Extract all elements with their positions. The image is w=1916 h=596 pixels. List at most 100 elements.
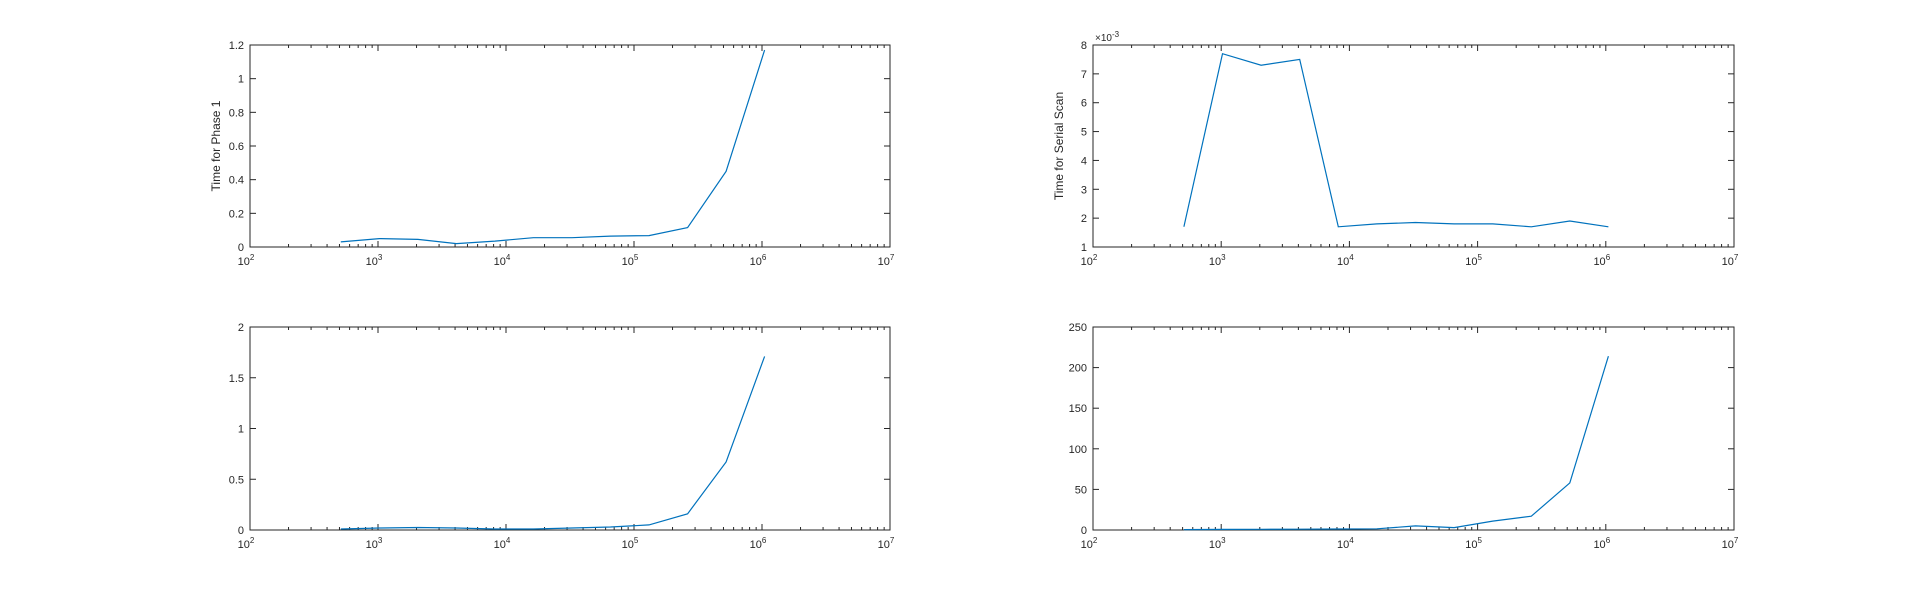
x-tick-exponent: 3 [1221, 536, 1226, 545]
y-tick-label: 0.2 [229, 208, 244, 220]
x-tick-label: 102 [1081, 253, 1098, 268]
x-tick-base: 10 [366, 539, 378, 551]
x-tick-label: 102 [1081, 536, 1098, 551]
axes-box [1092, 44, 1735, 248]
x-tick-label: 102 [238, 536, 255, 551]
x-tick-exponent: 7 [1734, 536, 1739, 545]
y-tick-label: 2 [238, 322, 244, 334]
x-tick-exponent: 4 [506, 536, 511, 545]
x-tick-base: 10 [1593, 539, 1605, 551]
x-tick-base: 10 [1081, 539, 1093, 551]
x-tick-label: 104 [494, 536, 511, 551]
x-tick-base: 10 [1209, 539, 1221, 551]
x-tick-base: 10 [494, 256, 506, 268]
x-tick-base: 10 [622, 539, 634, 551]
x-tick-base: 10 [878, 256, 890, 268]
y-tick-label: 0 [1081, 525, 1087, 537]
x-tick-label: 104 [494, 253, 511, 268]
x-tick-exponent: 5 [1477, 536, 1482, 545]
y-tick-label: 0.8 [229, 107, 244, 119]
x-tick-base: 10 [1337, 539, 1349, 551]
x-tick-exponent: 5 [634, 536, 639, 545]
x-tick-label: 104 [1337, 536, 1354, 551]
y-tick-label: 0 [238, 242, 244, 254]
x-tick-base: 10 [622, 256, 634, 268]
y-tick-label: 150 [1069, 403, 1087, 415]
x-tick-exponent: 7 [1734, 253, 1739, 262]
x-tick-base: 10 [1081, 256, 1093, 268]
y-tick-label: 0.5 [229, 474, 244, 486]
x-tick-label: 103 [366, 253, 383, 268]
x-tick-label: 105 [622, 536, 639, 551]
axes-box [1092, 326, 1735, 531]
y-tick-label: 0 [238, 525, 244, 537]
y-axis-label: Time for Serial Scan [1052, 92, 1066, 200]
x-tick-base: 10 [366, 256, 378, 268]
x-tick-base: 10 [1593, 256, 1605, 268]
x-tick-exponent: 2 [250, 253, 255, 262]
y-tick-label: 4 [1081, 155, 1087, 167]
x-tick-label: 107 [1722, 536, 1739, 551]
series-line [340, 356, 766, 530]
x-tick-exponent: 2 [1093, 536, 1098, 545]
x-tick-label: 105 [622, 253, 639, 268]
y-tick-label: 3 [1081, 184, 1087, 196]
x-tick-exponent: 3 [1221, 253, 1226, 262]
series-line [1183, 52, 1609, 228]
series-line [340, 49, 766, 245]
x-tick-exponent: 3 [378, 536, 383, 545]
y-tick-label: 1.2 [229, 40, 244, 52]
x-tick-base: 10 [238, 539, 250, 551]
y-tick-label: 1.5 [229, 373, 244, 385]
x-tick-exponent: 7 [890, 536, 895, 545]
axes-top-left: 102 103 104 105 106 10700.20.40.60.811.2Time … [209, 40, 895, 268]
x-tick-label: 103 [1209, 536, 1226, 551]
y-tick-label: 250 [1069, 322, 1087, 334]
x-tick-label: 105 [1465, 536, 1482, 551]
y-axis-label: Time for Phase 1 [209, 100, 223, 191]
y-tick-label: 50 [1075, 484, 1087, 496]
x-tick-exponent: 7 [890, 253, 895, 262]
x-tick-base: 10 [1722, 256, 1734, 268]
y-tick-label: 100 [1069, 444, 1087, 456]
x-tick-label: 107 [878, 536, 895, 551]
x-tick-exponent: 2 [250, 536, 255, 545]
x-tick-exponent: 6 [762, 253, 767, 262]
x-tick-label: 106 [1593, 536, 1610, 551]
x-tick-label: 107 [1722, 253, 1739, 268]
x-tick-label: 105 [1465, 253, 1482, 268]
x-tick-base: 10 [1337, 256, 1349, 268]
x-tick-label: 103 [366, 536, 383, 551]
x-tick-base: 10 [1722, 539, 1734, 551]
x-tick-label: 106 [750, 536, 767, 551]
y-axis-multiplier: ×10-3 [1095, 30, 1120, 44]
y-tick-label: 1 [1081, 242, 1087, 254]
x-tick-base: 10 [1209, 256, 1221, 268]
x-tick-exponent: 5 [1477, 253, 1482, 262]
x-tick-exponent: 6 [1606, 536, 1611, 545]
y-tick-label: 7 [1081, 69, 1087, 81]
x-tick-exponent: 6 [762, 536, 767, 545]
series-line [1183, 356, 1609, 531]
y-tick-label: 200 [1069, 363, 1087, 375]
x-tick-label: 106 [750, 253, 767, 268]
y-tick-label: 0.6 [229, 141, 244, 153]
x-tick-exponent: 5 [634, 253, 639, 262]
y-tick-label: 6 [1081, 98, 1087, 110]
x-tick-label: 104 [1337, 253, 1354, 268]
x-tick-base: 10 [878, 539, 890, 551]
x-tick-exponent: 6 [1606, 253, 1611, 262]
y-tick-label: 0.4 [229, 175, 244, 187]
x-tick-label: 106 [1593, 253, 1610, 268]
y-tick-label: 1 [238, 74, 244, 86]
y-tick-label: 1 [238, 424, 244, 436]
x-tick-base: 10 [1465, 256, 1477, 268]
x-tick-base: 10 [1465, 539, 1477, 551]
x-tick-exponent: 4 [506, 253, 511, 262]
x-tick-base: 10 [494, 539, 506, 551]
x-tick-exponent: 2 [1093, 253, 1098, 262]
x-tick-base: 10 [750, 256, 762, 268]
